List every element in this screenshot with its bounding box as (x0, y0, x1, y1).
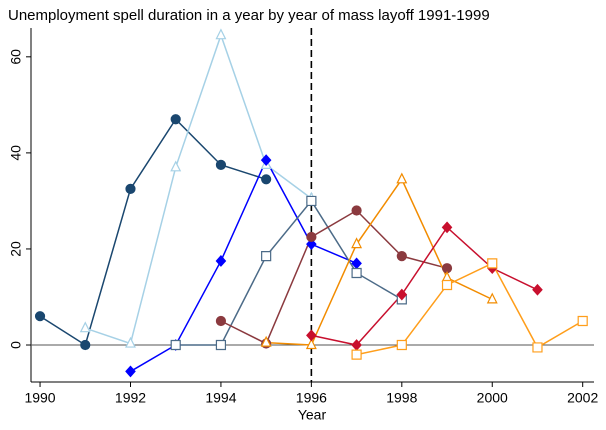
data-point (306, 195, 317, 207)
data-point (396, 288, 408, 301)
data-point (486, 292, 498, 304)
data-point (306, 329, 317, 342)
series-line (130, 158, 357, 373)
data-point (34, 311, 46, 322)
data-point (577, 315, 588, 327)
data-point (441, 263, 453, 274)
data-point (260, 154, 272, 166)
x-tick-label: 1996 (296, 390, 327, 406)
data-point (215, 159, 227, 170)
data-point (532, 342, 543, 353)
data-point (306, 238, 317, 251)
data-point (396, 339, 407, 351)
data-point (351, 237, 363, 249)
data-point (305, 338, 317, 350)
x-tick-label: 2002 (567, 390, 598, 406)
data-point (125, 183, 136, 194)
data-point (261, 174, 272, 185)
x-tick-label: 2000 (477, 390, 508, 406)
series-line (356, 262, 584, 356)
data-point (441, 221, 453, 234)
series-line (311, 226, 538, 346)
data-point (215, 28, 227, 40)
data-point (396, 251, 407, 262)
data-point (170, 339, 181, 351)
y-tick-label: 0 (8, 341, 24, 349)
data-point (532, 283, 543, 296)
data-point (215, 255, 227, 267)
data-point (351, 205, 362, 216)
chart-title: Unemployment spell duration in a year by… (8, 7, 490, 24)
data-point (170, 160, 182, 172)
data-point (396, 172, 408, 184)
data-point (351, 349, 362, 360)
series-line (85, 32, 312, 345)
series-line (39, 118, 267, 347)
data-point (125, 365, 136, 378)
data-point (125, 336, 136, 348)
y-tick-label: 40 (8, 145, 24, 161)
data-point (79, 321, 91, 333)
data-point (306, 231, 317, 243)
y-tick-label: 20 (8, 241, 24, 257)
data-point (215, 315, 227, 327)
data-point (80, 339, 91, 351)
y-tick-label: 60 (8, 49, 24, 65)
data-point (487, 258, 498, 269)
data-point (261, 251, 272, 262)
series-line (175, 199, 403, 346)
x-tick-label: 1992 (115, 390, 146, 406)
x-axis-label: Year (298, 407, 327, 423)
data-point (170, 114, 181, 125)
x-tick-label: 1998 (386, 390, 417, 406)
data-point (441, 279, 453, 291)
x-tick-label: 1990 (24, 390, 55, 406)
x-tick-label: 1994 (205, 390, 236, 406)
data-point (260, 335, 272, 347)
data-point (351, 267, 362, 279)
data-point (215, 339, 227, 351)
series-line (220, 209, 448, 345)
